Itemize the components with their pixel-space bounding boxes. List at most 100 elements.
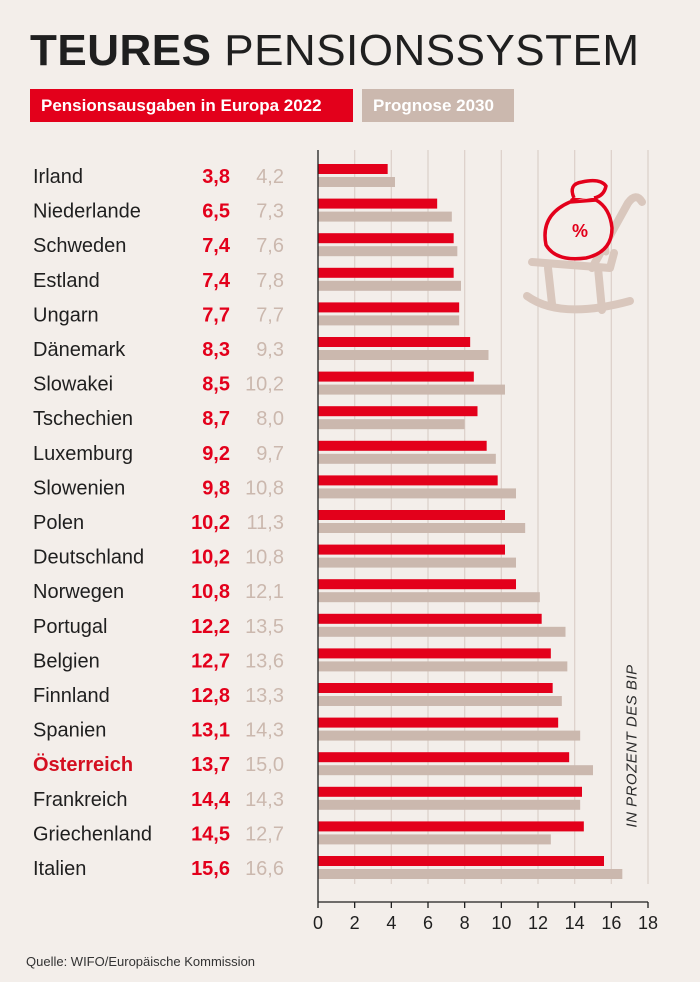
bar-2030 bbox=[318, 592, 540, 603]
country-label: Frankreich bbox=[33, 789, 127, 811]
rocker-base-icon bbox=[523, 292, 634, 314]
country-label: Niederlande bbox=[33, 201, 141, 223]
chair-seat-icon bbox=[528, 249, 618, 272]
value-label-2030: 7,7 bbox=[256, 304, 284, 326]
bar-2022 bbox=[318, 717, 559, 728]
country-label: Tschechien bbox=[33, 408, 133, 430]
legend-2022: Pensionsausgaben in Europa 2022 bbox=[30, 89, 353, 122]
x-tick-label: 12 bbox=[528, 913, 548, 933]
money-bag-icon bbox=[543, 198, 614, 261]
value-label-2030: 10,8 bbox=[245, 547, 284, 569]
value-label-2030: 13,5 bbox=[245, 616, 284, 638]
bar-2022 bbox=[318, 371, 474, 382]
value-label-2030: 15,0 bbox=[245, 754, 284, 776]
country-label: Irland bbox=[33, 166, 83, 188]
value-label-2022: 7,4 bbox=[202, 270, 231, 292]
x-tick-label: 4 bbox=[386, 913, 396, 933]
bar-2022 bbox=[318, 267, 454, 278]
bar-2030 bbox=[318, 557, 516, 568]
country-label: Finnland bbox=[33, 685, 110, 707]
bar-2022 bbox=[318, 856, 604, 866]
country-label: Italien bbox=[33, 858, 86, 880]
bar-2030 bbox=[318, 799, 581, 810]
bar-2030 bbox=[318, 453, 496, 464]
country-label: Polen bbox=[33, 512, 84, 534]
country-label: Griechenland bbox=[33, 823, 152, 845]
rocking-chair-money-bag-icon: % bbox=[523, 178, 646, 314]
value-label-2022: 3,8 bbox=[202, 166, 230, 188]
legend-2030: Prognose 2030 bbox=[362, 89, 514, 122]
value-label-2030: 12,7 bbox=[245, 823, 284, 845]
value-label-2030: 13,6 bbox=[245, 650, 284, 672]
x-tick-label: 2 bbox=[350, 913, 360, 933]
bar-2022 bbox=[318, 302, 460, 313]
chair-leg-icon bbox=[594, 264, 606, 314]
title-bold: TEURES bbox=[30, 26, 212, 75]
value-label-2030: 8,0 bbox=[256, 408, 284, 430]
bar-2030 bbox=[318, 523, 526, 533]
value-label-2022: 9,8 bbox=[202, 477, 230, 499]
value-label-2030: 14,3 bbox=[245, 720, 284, 742]
bar-2030 bbox=[318, 246, 458, 257]
value-label-2022: 12,8 bbox=[191, 685, 230, 707]
value-label-2030: 14,3 bbox=[245, 789, 284, 811]
value-label-2022: 10,2 bbox=[191, 547, 230, 569]
country-label: Slowenien bbox=[33, 477, 125, 499]
country-label: Belgien bbox=[33, 650, 100, 672]
bar-2030 bbox=[318, 696, 562, 706]
bar-2030 bbox=[318, 730, 581, 741]
bar-2022 bbox=[318, 510, 505, 520]
bar-2022 bbox=[318, 821, 584, 832]
country-label: Estland bbox=[33, 270, 100, 292]
bar-2030 bbox=[318, 488, 516, 499]
unit-note: IN PROZENT DES BIP bbox=[623, 664, 641, 828]
row-labels: Irland 3,8 4,2 Niederlande 6,5 7,3 Schweden 7,4… bbox=[33, 166, 284, 880]
bar-2030 bbox=[318, 419, 465, 430]
bar-2030 bbox=[318, 280, 461, 291]
bar-2030 bbox=[318, 315, 460, 326]
bar-2030 bbox=[318, 177, 395, 187]
bar-2022 bbox=[318, 233, 454, 244]
chair-leg-icon bbox=[544, 264, 556, 308]
bar-2022 bbox=[318, 544, 505, 555]
value-label-2022: 15,6 bbox=[191, 858, 230, 880]
bar-2022 bbox=[318, 337, 471, 347]
bar-2022 bbox=[318, 613, 542, 624]
page-title: TEURES PENSIONSSYSTEM bbox=[30, 26, 640, 76]
value-label-2030: 16,6 bbox=[245, 858, 284, 880]
value-label-2030: 10,2 bbox=[245, 374, 284, 396]
value-label-2030: 7,8 bbox=[256, 270, 284, 292]
x-tick-label: 18 bbox=[638, 913, 658, 933]
value-label-2022: 12,7 bbox=[191, 650, 230, 672]
bar-2030 bbox=[318, 869, 623, 879]
bar-2022 bbox=[318, 648, 551, 659]
value-label-2022: 10,2 bbox=[191, 512, 230, 534]
country-label: Dänemark bbox=[33, 339, 126, 361]
value-label-2030: 10,8 bbox=[245, 477, 284, 499]
value-label-2022: 10,8 bbox=[191, 581, 230, 603]
value-label-2030: 9,3 bbox=[256, 339, 284, 361]
country-label: Luxemburg bbox=[33, 443, 133, 465]
x-tick-label: 0 bbox=[313, 913, 323, 933]
x-axis: 0 2 4 6 8 10 12 14 16 18 bbox=[313, 150, 658, 933]
value-label-2022: 8,7 bbox=[202, 408, 230, 430]
title-light: PENSIONSSYSTEM bbox=[224, 26, 640, 75]
value-label-2022: 13,1 bbox=[191, 720, 230, 742]
bar-2030 bbox=[318, 350, 489, 360]
value-label-2022: 14,5 bbox=[191, 823, 230, 845]
value-label-2022: 9,2 bbox=[202, 443, 230, 465]
country-label: Norwegen bbox=[33, 581, 124, 603]
value-label-2030: 13,3 bbox=[245, 685, 284, 707]
x-tick-label: 8 bbox=[460, 913, 470, 933]
value-label-2030: 12,1 bbox=[245, 581, 284, 603]
value-label-2022: 8,5 bbox=[202, 374, 230, 396]
country-label: Schweden bbox=[33, 235, 126, 257]
bar-2022 bbox=[318, 752, 570, 763]
bar-2022 bbox=[318, 579, 516, 590]
bar-2022 bbox=[318, 475, 498, 486]
source-note: Quelle: WIFO/Europäische Kommission bbox=[26, 954, 256, 969]
bar-2022 bbox=[318, 406, 478, 417]
bar-2030 bbox=[318, 384, 505, 395]
bar-2030 bbox=[318, 211, 452, 222]
value-label-2030: 7,6 bbox=[256, 235, 284, 257]
